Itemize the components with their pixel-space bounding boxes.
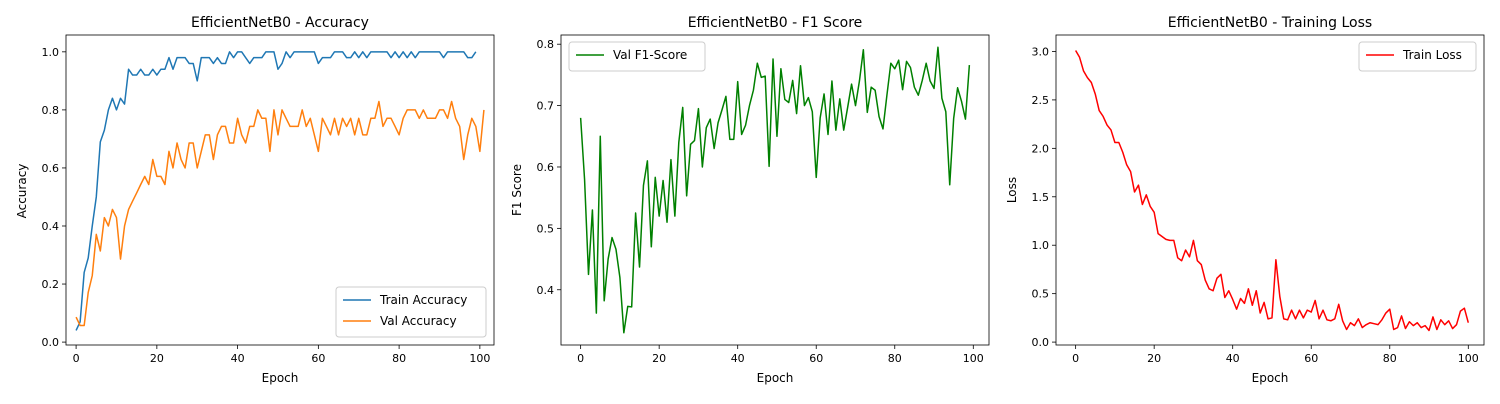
loss-y-tick-label: 1.0 xyxy=(1032,239,1050,252)
f1-legend-box xyxy=(568,41,706,72)
accuracy-chart-title: EfficientNetB0 - Accuracy xyxy=(191,15,369,31)
f1-plot-area: 0 20 40 60 80 100 0.4 0.5 0.6 0.7 0.8 xyxy=(537,34,990,365)
accuracy-legend-label-1: Val Accuracy xyxy=(380,314,457,328)
loss-series-line-0 xyxy=(1074,50,1470,332)
loss-x-tick-label: 40 xyxy=(1226,352,1240,365)
f1-score-panel: EfficientNetB0 - F1 Score Epoch F1 Score… xyxy=(510,15,990,385)
accuracy-x-axis-label: Epoch xyxy=(262,371,299,385)
f1-x-tick-label: 0 xyxy=(577,352,584,365)
accuracy-series-line-1 xyxy=(75,100,485,327)
accuracy-axes-frame xyxy=(65,34,495,346)
f1-y-tick-label: 0.7 xyxy=(537,100,555,113)
f1-x-axis-label: Epoch xyxy=(757,371,794,385)
loss-y-tick-label: 2.0 xyxy=(1032,142,1050,155)
loss-x-tick-label: 60 xyxy=(1304,352,1318,365)
accuracy-x-tick-label: 60 xyxy=(311,352,325,365)
loss-y-tick-label: 3.0 xyxy=(1032,45,1050,58)
accuracy-y-tick-label: 1.0 xyxy=(42,46,60,59)
accuracy-series-line-0 xyxy=(75,51,477,331)
accuracy-plot-area: 0 20 40 60 80 100 0.0 0.2 0.4 0.6 0.8 1.0 xyxy=(42,34,495,365)
loss-y-tick-label: 1.5 xyxy=(1032,191,1050,204)
f1-x-tick-label: 20 xyxy=(652,352,666,365)
f1-legend: Val F1-Score xyxy=(568,41,706,72)
f1-y-tick-label: 0.5 xyxy=(537,222,555,235)
f1-chart-title: EfficientNetB0 - F1 Score xyxy=(688,15,863,31)
f1-x-tick-label: 100 xyxy=(963,352,984,365)
loss-y-tick-label: 0.5 xyxy=(1032,288,1050,301)
accuracy-y-tick-label: 0.8 xyxy=(42,104,60,117)
accuracy-x-tick-label: 40 xyxy=(231,352,245,365)
accuracy-x-tick-label: 0 xyxy=(73,352,80,365)
accuracy-x-tick-label: 100 xyxy=(469,352,490,365)
loss-x-tick-label: 0 xyxy=(1072,352,1079,365)
accuracy-panel: EfficientNetB0 - Accuracy Epoch Accuracy… xyxy=(15,15,495,385)
f1-y-tick-label: 0.8 xyxy=(537,38,555,51)
loss-panel: EfficientNetB0 - Training Loss Epoch Los… xyxy=(1005,15,1485,385)
accuracy-x-tick-label: 80 xyxy=(392,352,406,365)
loss-x-tick-label: 20 xyxy=(1147,352,1161,365)
loss-y-tick-label: 0.0 xyxy=(1032,336,1050,349)
loss-legend-box xyxy=(1358,41,1477,72)
f1-y-axis-label: F1 Score xyxy=(510,164,524,216)
accuracy-legend-box xyxy=(335,286,487,338)
loss-chart-title: EfficientNetB0 - Training Loss xyxy=(1168,15,1372,31)
f1-x-tick-label: 80 xyxy=(888,352,902,365)
loss-y-tick-label: 2.5 xyxy=(1032,94,1050,107)
loss-legend: Train Loss xyxy=(1358,41,1477,72)
f1-y-tick-label: 0.4 xyxy=(537,284,555,297)
accuracy-y-tick-label: 0.6 xyxy=(42,162,60,175)
accuracy-y-tick-label: 0.0 xyxy=(42,336,60,349)
f1-series-line-0 xyxy=(579,46,971,334)
f1-axes-frame xyxy=(560,34,990,346)
loss-y-axis-label: Loss xyxy=(1005,177,1019,203)
accuracy-y-tick-label: 0.4 xyxy=(42,220,60,233)
f1-legend-label-0: Val F1-Score xyxy=(613,48,687,62)
f1-y-tick-label: 0.6 xyxy=(537,161,555,174)
accuracy-y-tick-label: 0.2 xyxy=(42,278,60,291)
loss-x-tick-label: 100 xyxy=(1458,352,1479,365)
accuracy-legend: Train Accuracy Val Accuracy xyxy=(335,286,487,338)
loss-legend-label-0: Train Loss xyxy=(1402,48,1462,62)
f1-x-tick-label: 40 xyxy=(731,352,745,365)
f1-x-tick-label: 60 xyxy=(809,352,823,365)
loss-x-axis-label: Epoch xyxy=(1252,371,1289,385)
accuracy-legend-label-0: Train Accuracy xyxy=(379,293,467,307)
accuracy-y-axis-label: Accuracy xyxy=(15,164,29,219)
accuracy-x-tick-label: 20 xyxy=(150,352,164,365)
loss-plot-area: 0 20 40 60 80 100 0.0 0.5 1.0 1.5 2.0 2.5 3.0 xyxy=(1032,34,1485,365)
loss-x-tick-label: 80 xyxy=(1383,352,1397,365)
loss-axes-frame xyxy=(1055,34,1485,346)
